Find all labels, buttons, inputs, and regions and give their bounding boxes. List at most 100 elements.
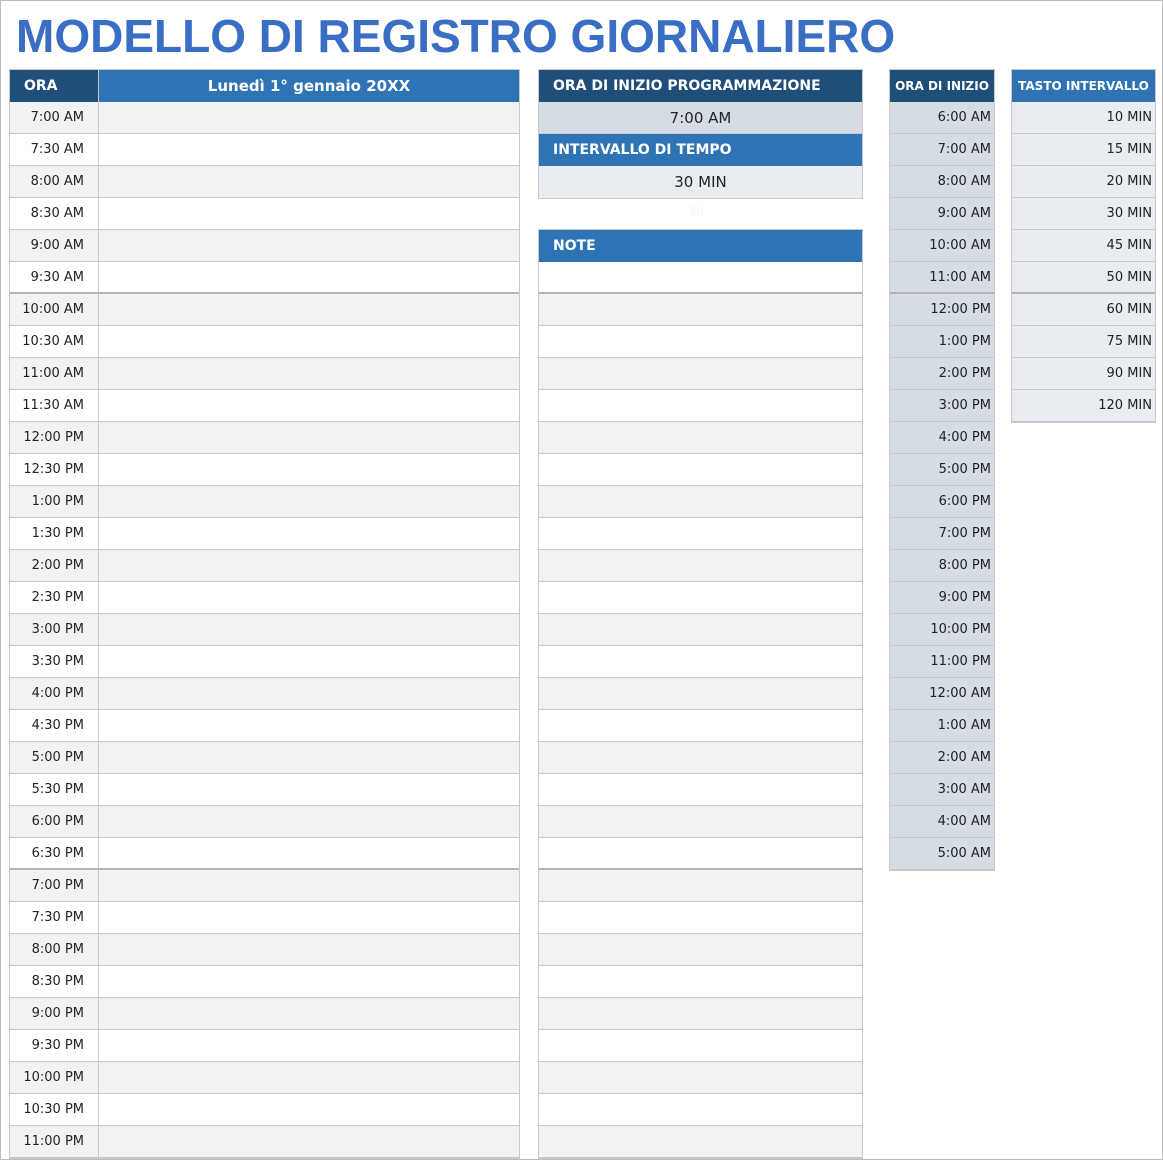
log-row: 5:00 PM bbox=[10, 742, 519, 774]
interval-value[interactable]: 30 MIN bbox=[539, 166, 862, 198]
note-row[interactable] bbox=[539, 1126, 862, 1158]
entry-cell[interactable] bbox=[99, 518, 519, 549]
log-row: 3:30 PM bbox=[10, 646, 519, 678]
time-cell: 9:00 AM bbox=[10, 230, 99, 261]
note-row[interactable] bbox=[539, 390, 862, 422]
entry-cell[interactable] bbox=[99, 934, 519, 965]
entry-cell[interactable] bbox=[99, 230, 519, 261]
log-row: 10:00 PM bbox=[10, 1062, 519, 1094]
entry-cell[interactable] bbox=[99, 1030, 519, 1061]
note-row[interactable] bbox=[539, 966, 862, 998]
note-row[interactable] bbox=[539, 326, 862, 358]
time-cell: 4:30 PM bbox=[10, 710, 99, 741]
entry-cell[interactable] bbox=[99, 454, 519, 485]
note-row[interactable] bbox=[539, 710, 862, 742]
entry-cell[interactable] bbox=[99, 326, 519, 357]
note-row[interactable] bbox=[539, 870, 862, 902]
note-row[interactable] bbox=[539, 742, 862, 774]
entry-cell[interactable] bbox=[99, 1094, 519, 1125]
log-row: 1:00 PM bbox=[10, 486, 519, 518]
note-row[interactable] bbox=[539, 454, 862, 486]
note-row[interactable] bbox=[539, 646, 862, 678]
start-time-item: 1:00 AM bbox=[890, 710, 994, 742]
entry-cell[interactable] bbox=[99, 998, 519, 1029]
notes-panel: NOTE bbox=[538, 229, 863, 1159]
time-cell: 6:00 PM bbox=[10, 806, 99, 837]
time-cell: 10:30 PM bbox=[10, 1094, 99, 1125]
entry-cell[interactable] bbox=[99, 902, 519, 933]
note-row[interactable] bbox=[539, 294, 862, 326]
start-time-item: 3:00 PM bbox=[890, 390, 994, 422]
note-row[interactable] bbox=[539, 1062, 862, 1094]
date-column-header[interactable]: Lunedì 1° gennaio 20XX bbox=[99, 70, 519, 102]
page-title: MODELLO DI REGISTRO GIORNALIERO bbox=[16, 10, 896, 62]
entry-cell[interactable] bbox=[99, 710, 519, 741]
note-row[interactable] bbox=[539, 614, 862, 646]
time-cell: 7:30 PM bbox=[10, 902, 99, 933]
start-time-value[interactable]: 7:00 AM bbox=[539, 102, 862, 134]
time-cell: 3:30 PM bbox=[10, 646, 99, 677]
start-times-header: ORA DI INIZIO bbox=[890, 70, 994, 102]
entry-cell[interactable] bbox=[99, 742, 519, 773]
note-row[interactable] bbox=[539, 998, 862, 1030]
time-cell: 7:30 AM bbox=[10, 134, 99, 165]
start-time-item: 11:00 AM bbox=[890, 262, 994, 294]
log-row: 2:00 PM bbox=[10, 550, 519, 582]
note-row[interactable] bbox=[539, 934, 862, 966]
entry-cell[interactable] bbox=[99, 870, 519, 901]
note-row[interactable] bbox=[539, 902, 862, 934]
entry-cell[interactable] bbox=[99, 358, 519, 389]
note-row[interactable] bbox=[539, 358, 862, 390]
entry-cell[interactable] bbox=[99, 646, 519, 677]
interval-item: 120 MIN bbox=[1012, 390, 1155, 422]
note-row[interactable] bbox=[539, 1030, 862, 1062]
time-cell: 12:30 PM bbox=[10, 454, 99, 485]
note-row[interactable] bbox=[539, 806, 862, 838]
entry-cell[interactable] bbox=[99, 134, 519, 165]
start-time-item: 7:00 PM bbox=[890, 518, 994, 550]
entry-cell[interactable] bbox=[99, 486, 519, 517]
entry-cell[interactable] bbox=[99, 806, 519, 837]
entry-cell[interactable] bbox=[99, 1062, 519, 1093]
time-cell: 2:30 PM bbox=[10, 582, 99, 613]
log-row: 9:30 PM bbox=[10, 1030, 519, 1062]
entry-cell[interactable] bbox=[99, 966, 519, 997]
start-time-item: 1:00 PM bbox=[890, 326, 994, 358]
entry-cell[interactable] bbox=[99, 294, 519, 325]
note-row[interactable] bbox=[539, 486, 862, 518]
note-row[interactable] bbox=[539, 550, 862, 582]
entry-cell[interactable] bbox=[99, 614, 519, 645]
log-row: 2:30 PM bbox=[10, 582, 519, 614]
start-time-item: 9:00 PM bbox=[890, 582, 994, 614]
note-row[interactable] bbox=[539, 422, 862, 454]
entry-cell[interactable] bbox=[99, 422, 519, 453]
time-cell: 8:00 PM bbox=[10, 934, 99, 965]
note-row[interactable] bbox=[539, 678, 862, 710]
log-row: 4:30 PM bbox=[10, 710, 519, 742]
entry-cell[interactable] bbox=[99, 166, 519, 197]
note-row[interactable] bbox=[539, 1094, 862, 1126]
note-row[interactable] bbox=[539, 262, 862, 294]
entry-cell[interactable] bbox=[99, 550, 519, 581]
note-row[interactable] bbox=[539, 518, 862, 550]
entry-cell[interactable] bbox=[99, 198, 519, 229]
entry-cell[interactable] bbox=[99, 678, 519, 709]
entry-cell[interactable] bbox=[99, 390, 519, 421]
entry-cell[interactable] bbox=[99, 838, 519, 868]
note-row[interactable] bbox=[539, 838, 862, 870]
time-cell: 9:00 PM bbox=[10, 998, 99, 1029]
interval-item: 75 MIN bbox=[1012, 326, 1155, 358]
entry-cell[interactable] bbox=[99, 262, 519, 292]
log-row: 10:30 PM bbox=[10, 1094, 519, 1126]
log-header: ORA Lunedì 1° gennaio 20XX bbox=[10, 70, 519, 102]
entry-cell[interactable] bbox=[99, 774, 519, 805]
start-time-item: 12:00 PM bbox=[890, 294, 994, 326]
interval-item: 30 MIN bbox=[1012, 198, 1155, 230]
note-row[interactable] bbox=[539, 582, 862, 614]
time-cell: 10:00 PM bbox=[10, 1062, 99, 1093]
log-row: 8:00 AM bbox=[10, 166, 519, 198]
entry-cell[interactable] bbox=[99, 102, 519, 133]
entry-cell[interactable] bbox=[99, 1126, 519, 1157]
entry-cell[interactable] bbox=[99, 582, 519, 613]
note-row[interactable] bbox=[539, 774, 862, 806]
